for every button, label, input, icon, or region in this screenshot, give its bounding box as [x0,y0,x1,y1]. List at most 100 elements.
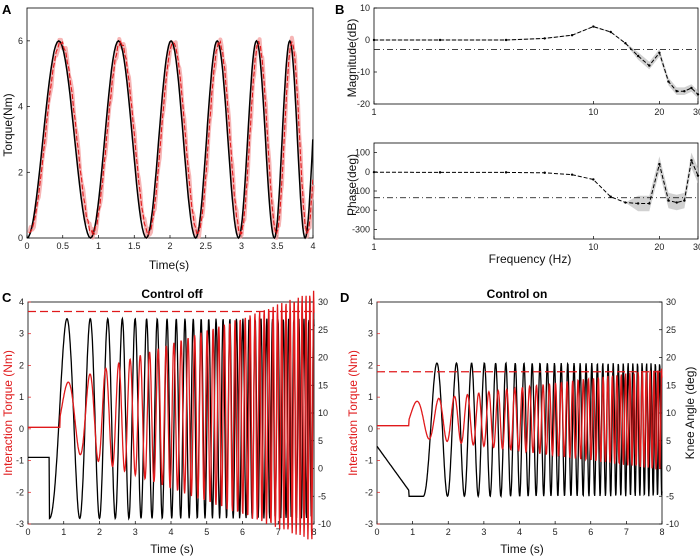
chart-c-xtick-label: 5 [204,527,209,537]
chart-b1-series-magnitude [374,26,699,95]
chart-b2-point [438,171,442,174]
chart-c-series-interaction-torque [28,290,315,540]
chart-d-ytick-label: -1 [365,456,373,466]
chart-b2-xlabel: Frequency (Hz) [489,252,572,266]
chart-c-ytick-label: -1 [16,456,24,466]
chart-d-y2tick-label: 10 [666,408,676,418]
chart-d-xtick-label: 0 [374,527,379,537]
chart-c-y2tick-label: 15 [318,380,328,390]
chart-b2-xtick-label: 10 [588,242,598,252]
chart-c-y2tick-label: 5 [318,436,323,446]
chart-d-series-knee-angle [376,361,663,499]
chart-a-xtick-label: 2.5 [199,241,212,251]
chart-c-ytick-label: -3 [16,519,24,529]
chart-c-y2tick-label: 25 [318,325,328,335]
chart-c-ylabel: Interaction Torque (Nm) [1,350,15,476]
chart-c-xtick-label: 1 [61,527,66,537]
chart-b1-point [438,38,442,42]
chart-b2-point [683,199,686,202]
chart-d-y2tick-label: 20 [666,353,676,363]
chart-a-xtick-label: 1 [96,241,101,251]
chart-c-title: Control off [141,287,203,301]
chart-d-y2label: Knee Angle (deg) [683,367,697,460]
chart-b1-xtick-label: 20 [654,107,664,117]
chart-d-xtick-label: 6 [588,527,593,537]
chart-b1-point [636,54,640,58]
chart-b1-frame [373,7,699,105]
chart-c-ytick-label: 4 [19,297,24,307]
chart-b2-ytick-label: 100 [355,148,370,158]
chart-b1-xtick-label: 10 [588,107,598,117]
chart-c-y2tick-label: 30 [318,297,328,307]
chart-d-ytick-label: -2 [365,487,373,497]
chart-b2-point [696,174,700,177]
chart-c-xtick-label: 4 [168,527,173,537]
chart-a-ytick-label: 0 [18,233,23,243]
chart-d-title: Control on [487,287,548,301]
chart-d-y2tick-label: 30 [666,297,676,307]
chart-c-xtick-label: 6 [240,527,245,537]
chart-c-ytick-label: 1 [19,392,24,402]
chart-d-y2tick-label: 5 [666,436,671,446]
chart-b2-frame [373,142,699,240]
chart-b2-ytick-label: -200 [352,205,370,215]
chart-c-y2tick-label: 20 [318,353,328,363]
chart-b1-point [667,80,670,83]
chart-b2-xtick-label: 20 [654,242,664,252]
chart-b1-xtick-label: 30 [693,107,700,117]
chart-c-ytick-label: 2 [19,360,24,370]
chart-a-xtick-label: 1.5 [128,241,141,251]
chart-b1-point [658,51,661,54]
chart-c-ytick-label: -2 [16,487,24,497]
chart-c-y2tick-label: 0 [318,464,323,474]
chart-d-xtick-label: 8 [659,527,664,537]
chart-d-ylabel: Interaction Torque (Nm) [346,350,360,476]
chart-a-xlabel: Time(s) [149,258,189,272]
chart-d-y2tick-label: -10 [666,519,679,529]
chart-b1-ylabel: Magnitude(dB) [345,19,359,98]
chart-b2-xtick-label: 30 [693,242,700,252]
chart-d-xlabel: Time (s) [500,542,544,556]
chart-b2-ytick-label: 0 [365,167,370,177]
chart-b2-point [636,202,640,205]
chart-b1-xtick-label: 1 [371,107,376,117]
chart-b2-point [675,201,678,204]
chart-b2-point [624,201,627,204]
chart-d-xtick-label: 4 [517,527,522,537]
chart-b2-point [648,202,651,205]
chart-b2-point [570,173,574,176]
chart-b1-point [543,37,546,40]
chart-a-xtick-label: 0 [24,241,29,251]
chart-b2-point [690,159,693,162]
chart-b2-xtick-label: 1 [371,242,376,252]
chart-b1-band [374,25,698,99]
chart-b1-ytick-label: -10 [357,67,370,77]
chart-d-xtick-label: 1 [410,527,415,537]
chart-b1-point [690,86,693,90]
panel-letter-c: C [2,290,12,305]
chart-d-y2tick-label: -5 [666,491,674,501]
chart-b1-point [609,30,612,34]
chart-b1-ytick-label: 0 [365,35,370,45]
chart-b1-point [570,34,574,37]
chart-d-xtick-label: 5 [553,527,558,537]
chart-a-xtick-label: 3.5 [271,241,284,251]
chart-b1-point [372,38,376,42]
chart-d-xtick-label: 2 [446,527,451,537]
chart-c-ytick-label: 0 [19,424,24,434]
chart-d-ytick-label: 1 [368,392,373,402]
chart-d-series-interaction-torque [377,368,663,470]
chart-a-xtick-label: 3 [239,241,244,251]
chart-d-ytick-label: 4 [368,297,373,307]
chart-a-ytick-label: 4 [18,102,23,112]
chart-a-ylabel: Torque(Nm) [1,93,15,156]
chart-b1-point [504,38,508,42]
chart-b2-point [592,178,595,181]
panel-letter-a: A [2,2,12,17]
chart-c-xlabel: Time (s) [150,542,194,556]
chart-d-y2tick-label: 0 [666,464,671,474]
chart-c-y2tick-label: 10 [318,408,328,418]
chart-b2-series-phase [373,158,699,204]
chart-c-series-knee-angle [28,316,315,521]
